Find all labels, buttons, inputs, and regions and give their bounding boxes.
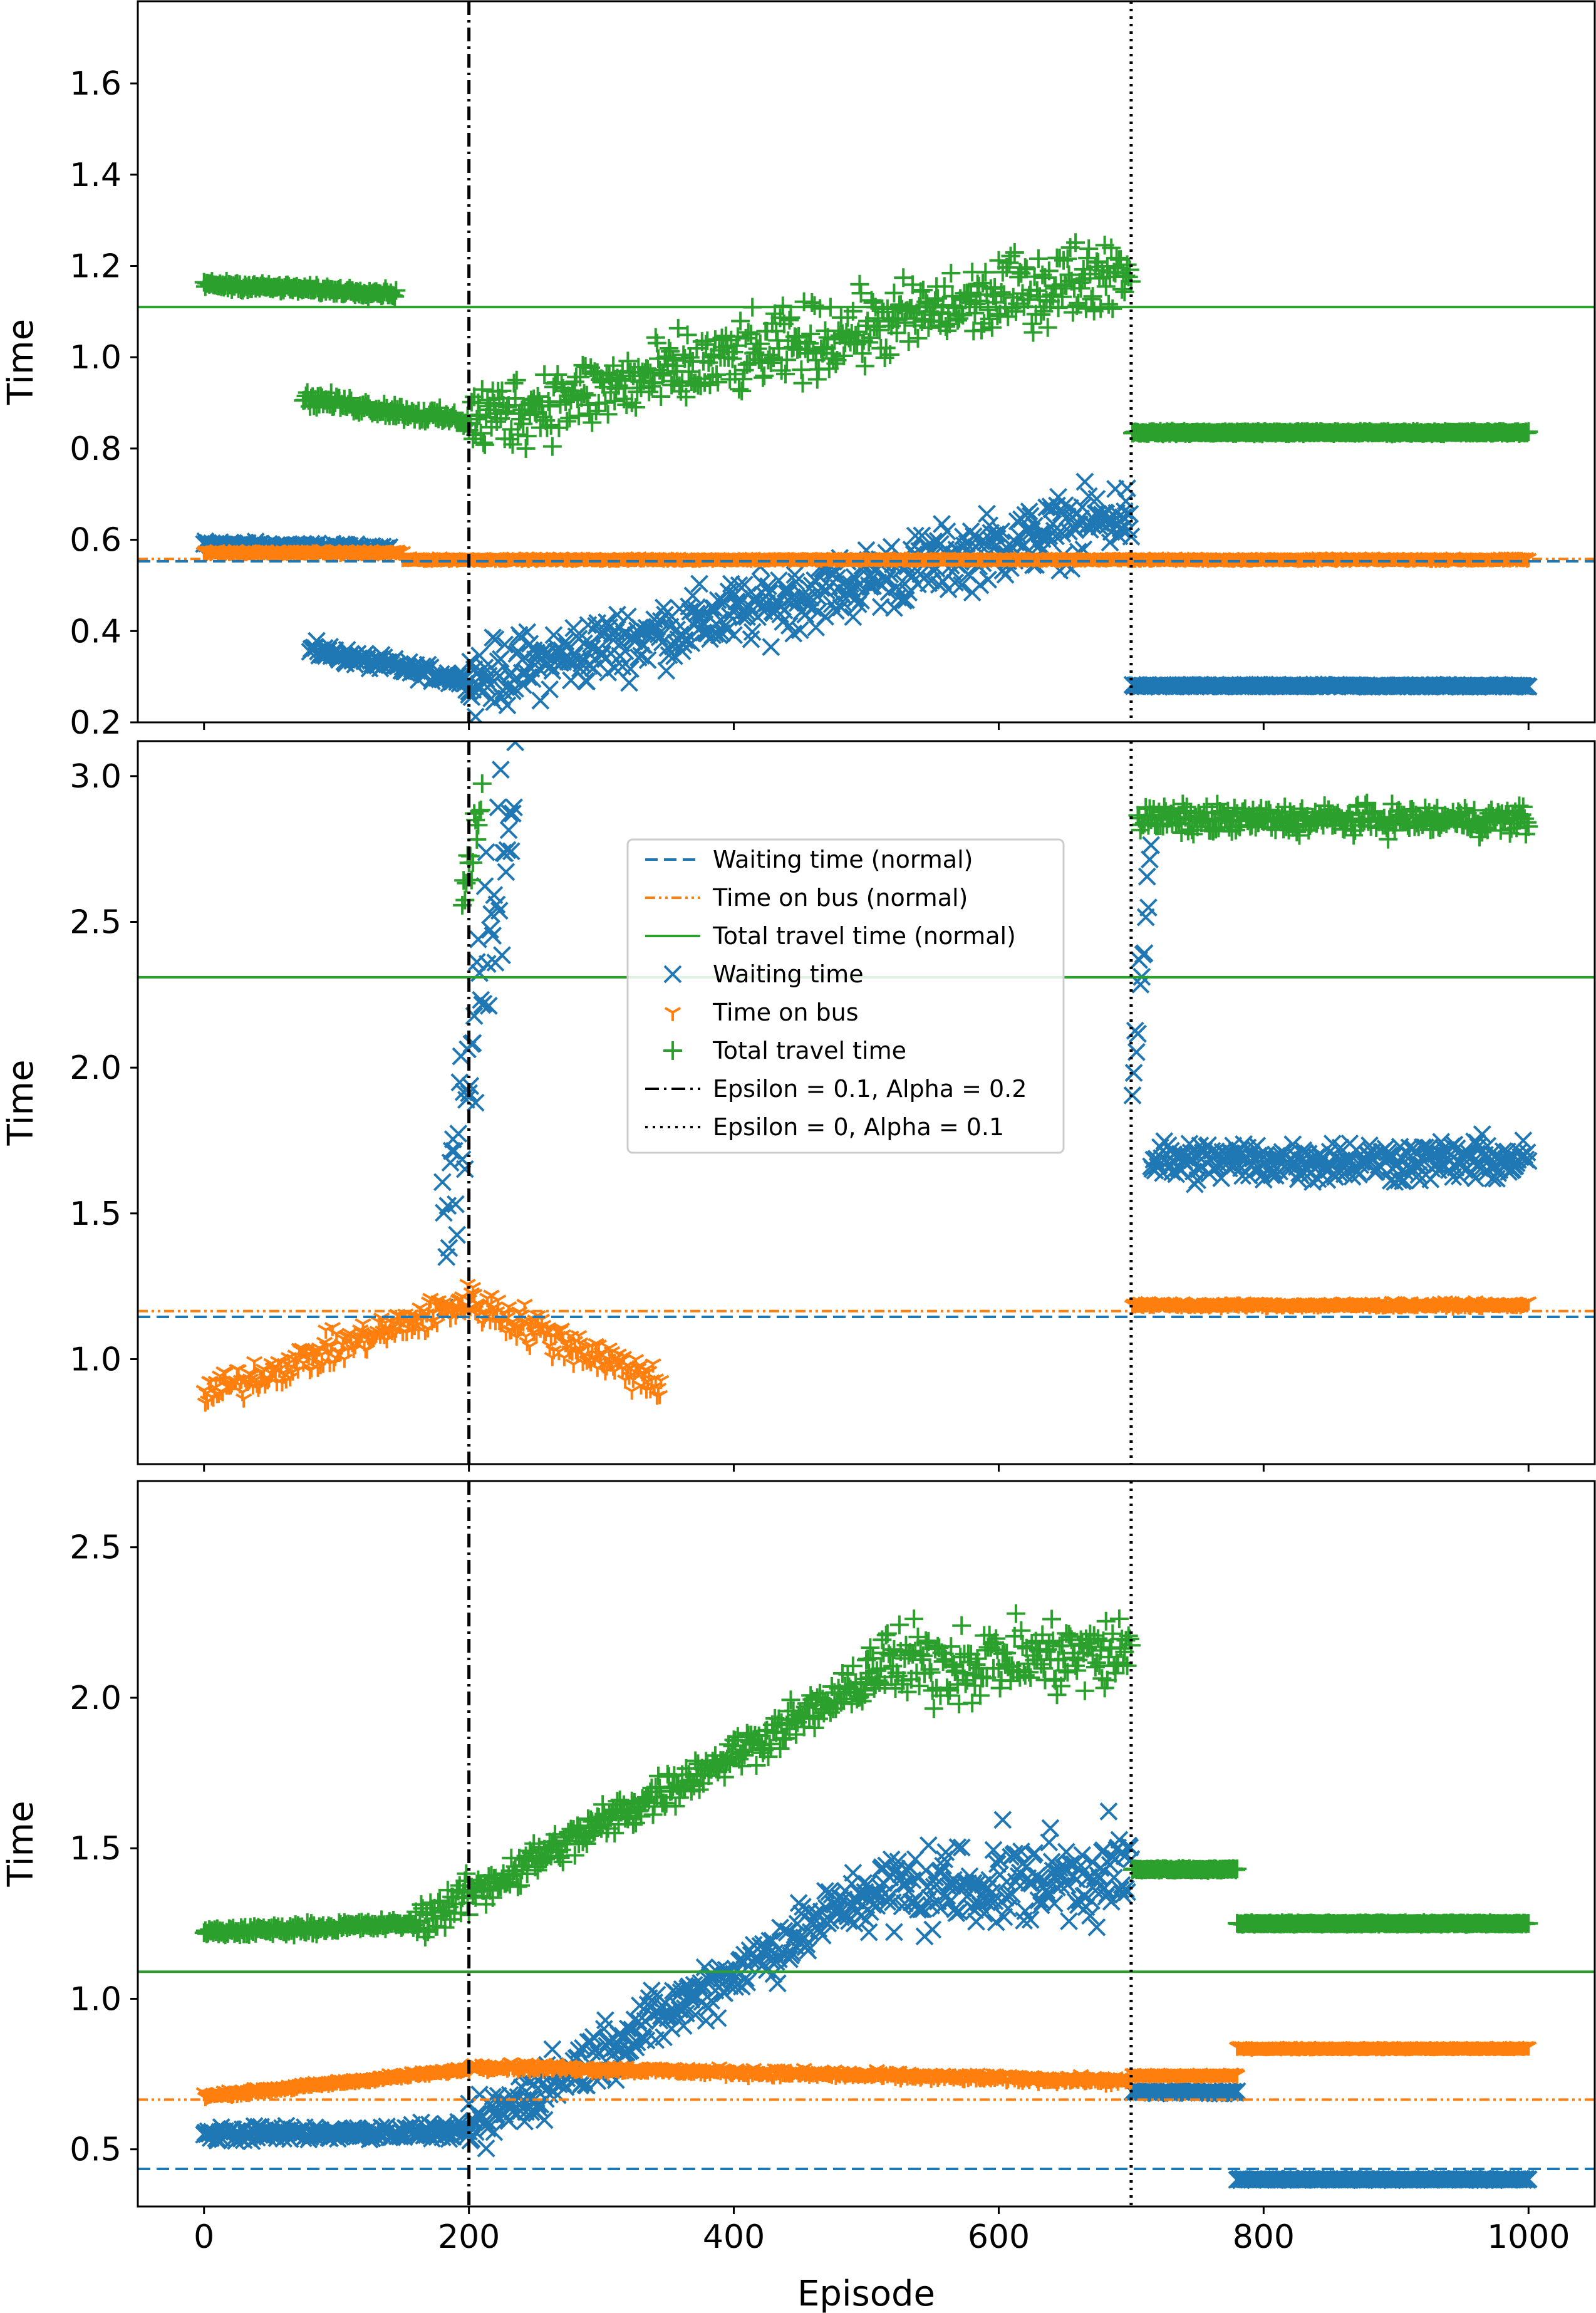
series-total (194, 233, 1538, 458)
series-waiting-points (433, 741, 1538, 1317)
legend-label: Time on bus (normal) (712, 884, 968, 912)
legend: Waiting time (normal) Time on bus (normal… (626, 838, 1065, 1154)
legend-label: Epsilon = 0.1, Alpha = 0.2 (713, 1075, 1027, 1103)
y-axis-label: Time (1, 1801, 41, 1887)
legend-entry: Epsilon = 0.1, Alpha = 0.2 (645, 1075, 1027, 1103)
series-total-points (194, 1604, 1538, 1947)
legend-entry: Time on bus (664, 999, 859, 1026)
series-waiting (433, 741, 1538, 1317)
panel-bottom: 0.5 1.0 1.5 2.0 2.5 0 200 400 600 800 1000 Time (1, 1480, 1596, 2256)
y-axis-label: Time (1, 319, 41, 405)
series-total-points (453, 774, 1538, 915)
x-tick-label: 400 (703, 2218, 765, 2256)
y-tick-label: 1.2 (70, 248, 122, 286)
legend-entry: Time on bus (normal) (645, 884, 968, 912)
series-waiting-points (195, 472, 1538, 722)
axes-frame (137, 1480, 1596, 2208)
y-tick-label: 1.0 (70, 1980, 122, 2018)
y-tick-label: 2.0 (70, 1049, 122, 1087)
y-tick-label: 1.0 (70, 339, 122, 377)
legend-label: Total travel time (normal) (712, 922, 1016, 950)
y-tick-label: 1.5 (70, 1195, 122, 1233)
y-tick-label: 2.5 (70, 904, 122, 942)
x-tick-label: 200 (438, 2218, 500, 2256)
legend-swatch (664, 1007, 681, 1021)
panel-middle: 1.0 1.5 2.0 2.5 3.0 Time (1, 740, 1596, 1472)
panel-top: 0.2 0.4 0.6 0.8 1.0 1.2 1.4 1.6 Time (1, 0, 1596, 742)
axes-frame (137, 740, 1596, 1465)
series-waiting (195, 1802, 1538, 2190)
legend-label: Waiting time (normal) (713, 846, 973, 873)
y-tick-label: 0.6 (70, 522, 122, 559)
y-tick-label: 2.0 (70, 1680, 122, 1717)
y-tick-label: 0.2 (70, 704, 122, 742)
y-tick-label: 2.5 (70, 1529, 122, 1567)
y-axis-label: Time (1, 1059, 41, 1146)
x-tick-label: 1000 (1487, 2218, 1570, 2256)
legend-swatch (663, 1041, 682, 1060)
series-bus-points (195, 1279, 1537, 1412)
legend-entry: Total travel time (normal) (645, 922, 1016, 950)
x-tick-label: 600 (968, 2218, 1030, 2256)
legend-entry: Epsilon = 0, Alpha = 0.1 (645, 1113, 1004, 1141)
legend-label: Total travel time (712, 1037, 906, 1064)
series-bus (195, 2040, 1537, 2107)
series-bus (195, 1279, 1537, 1412)
y-tick-label: 1.0 (70, 1341, 122, 1378)
legend-entry: Waiting time (663, 960, 864, 988)
series-total (453, 774, 1538, 915)
legend-swatch (663, 965, 682, 984)
axes-frame (137, 0, 1596, 724)
y-tick-label: 1.4 (70, 157, 122, 194)
legend-label: Waiting time (713, 960, 864, 988)
y-tick-label: 0.8 (70, 430, 122, 468)
series-bus (195, 543, 1537, 568)
y-tick-label: 1.6 (70, 65, 122, 103)
y-tick-label: 0.4 (70, 613, 122, 650)
series-total (194, 1604, 1538, 1947)
y-tick-label: 0.5 (70, 2131, 122, 2169)
x-tick-label: 800 (1233, 2218, 1295, 2256)
legend-entry: Waiting time (normal) (645, 846, 973, 873)
series-bus-points (195, 2040, 1537, 2107)
series-bus-points (195, 543, 1537, 568)
legend-label: Time on bus (712, 999, 859, 1026)
series-waiting-points (195, 1802, 1538, 2190)
series-total-points (194, 233, 1538, 458)
x-axis-label: Episode (797, 2274, 935, 2313)
x-tick-label: 0 (194, 2218, 214, 2256)
series-waiting (195, 472, 1538, 722)
legend-entry: Total travel time (663, 1037, 906, 1064)
y-tick-label: 1.5 (70, 1830, 122, 1868)
y-tick-label: 3.0 (70, 758, 122, 796)
legend-label: Epsilon = 0, Alpha = 0.1 (713, 1113, 1004, 1141)
